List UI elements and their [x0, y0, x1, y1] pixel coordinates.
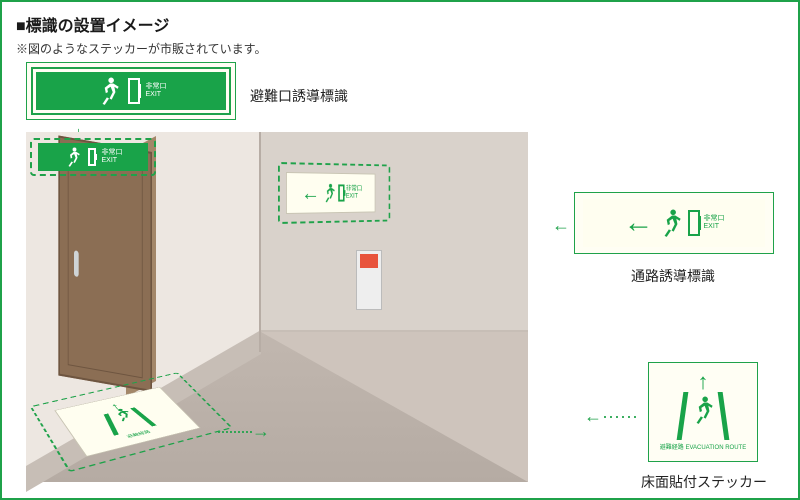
exemplar-corridor-sign: ← 非常口EXIT — [574, 192, 774, 254]
corridor-sign-text: 非常口EXIT — [704, 215, 725, 230]
exit-sign-graphic: 非常口EXIT — [36, 72, 226, 110]
subtitle: ※図のようなステッカーが市販されています。 — [16, 40, 266, 57]
left-arrow-icon: ← — [301, 182, 320, 204]
placed-corridor-sign: ← 非常口EXIT — [286, 172, 375, 214]
alarm-lamp-icon — [360, 254, 378, 268]
connector-arrow-left: ←······ — [584, 407, 638, 425]
door-icon — [688, 210, 700, 236]
floor-sticker-text: 避難経路 EVACUATION ROUTE — [660, 442, 746, 451]
exemplar-corridor-label: 通路誘導標識 — [588, 266, 758, 286]
installation-scene: 非常口EXIT ← 非常口EXIT ↑ 避難 — [26, 132, 528, 482]
header: ■標識の設置イメージ ※図のようなステッカーが市販されています。 — [16, 12, 266, 57]
exemplar-exit-label: 避難口誘導標識 — [250, 86, 348, 106]
left-arrow-icon: ← — [624, 208, 654, 238]
door-icon — [128, 78, 140, 104]
exemplar-floor-sticker: ↑ 避難経路 EVACUATION ROUTE — [648, 362, 758, 462]
running-man-icon — [690, 395, 716, 425]
door-handle-icon — [74, 250, 79, 277]
exemplar-exit-sign: 非常口EXIT — [26, 62, 236, 120]
corridor-sign-graphic: ← 非常口EXIT — [583, 199, 765, 247]
title: ■標識の設置イメージ — [16, 12, 266, 36]
connector-dots: ·········→ — [216, 422, 268, 440]
diagram-frame: ■標識の設置イメージ ※図のようなステッカーが市販されています。 非常口EXIT… — [0, 0, 800, 500]
door-icon — [338, 184, 344, 201]
exit-sign-text: 非常口EXIT — [146, 83, 167, 98]
running-man-icon — [321, 182, 336, 203]
door-icon — [88, 148, 96, 166]
running-man-icon — [96, 76, 122, 106]
connector-arrow-left: ← — [552, 216, 570, 234]
running-man-icon — [64, 146, 82, 168]
up-arrow-icon: ↑ — [698, 373, 709, 391]
wall-corner — [259, 132, 261, 352]
floor-sticker-graphic: ↑ 避難経路 EVACUATION ROUTE — [655, 369, 751, 455]
running-man-icon — [658, 208, 684, 238]
fire-alarm-panel — [356, 250, 382, 310]
placed-exit-sign: 非常口EXIT — [38, 143, 148, 171]
exemplar-floor-label: 床面貼付ステッカー — [634, 472, 774, 492]
